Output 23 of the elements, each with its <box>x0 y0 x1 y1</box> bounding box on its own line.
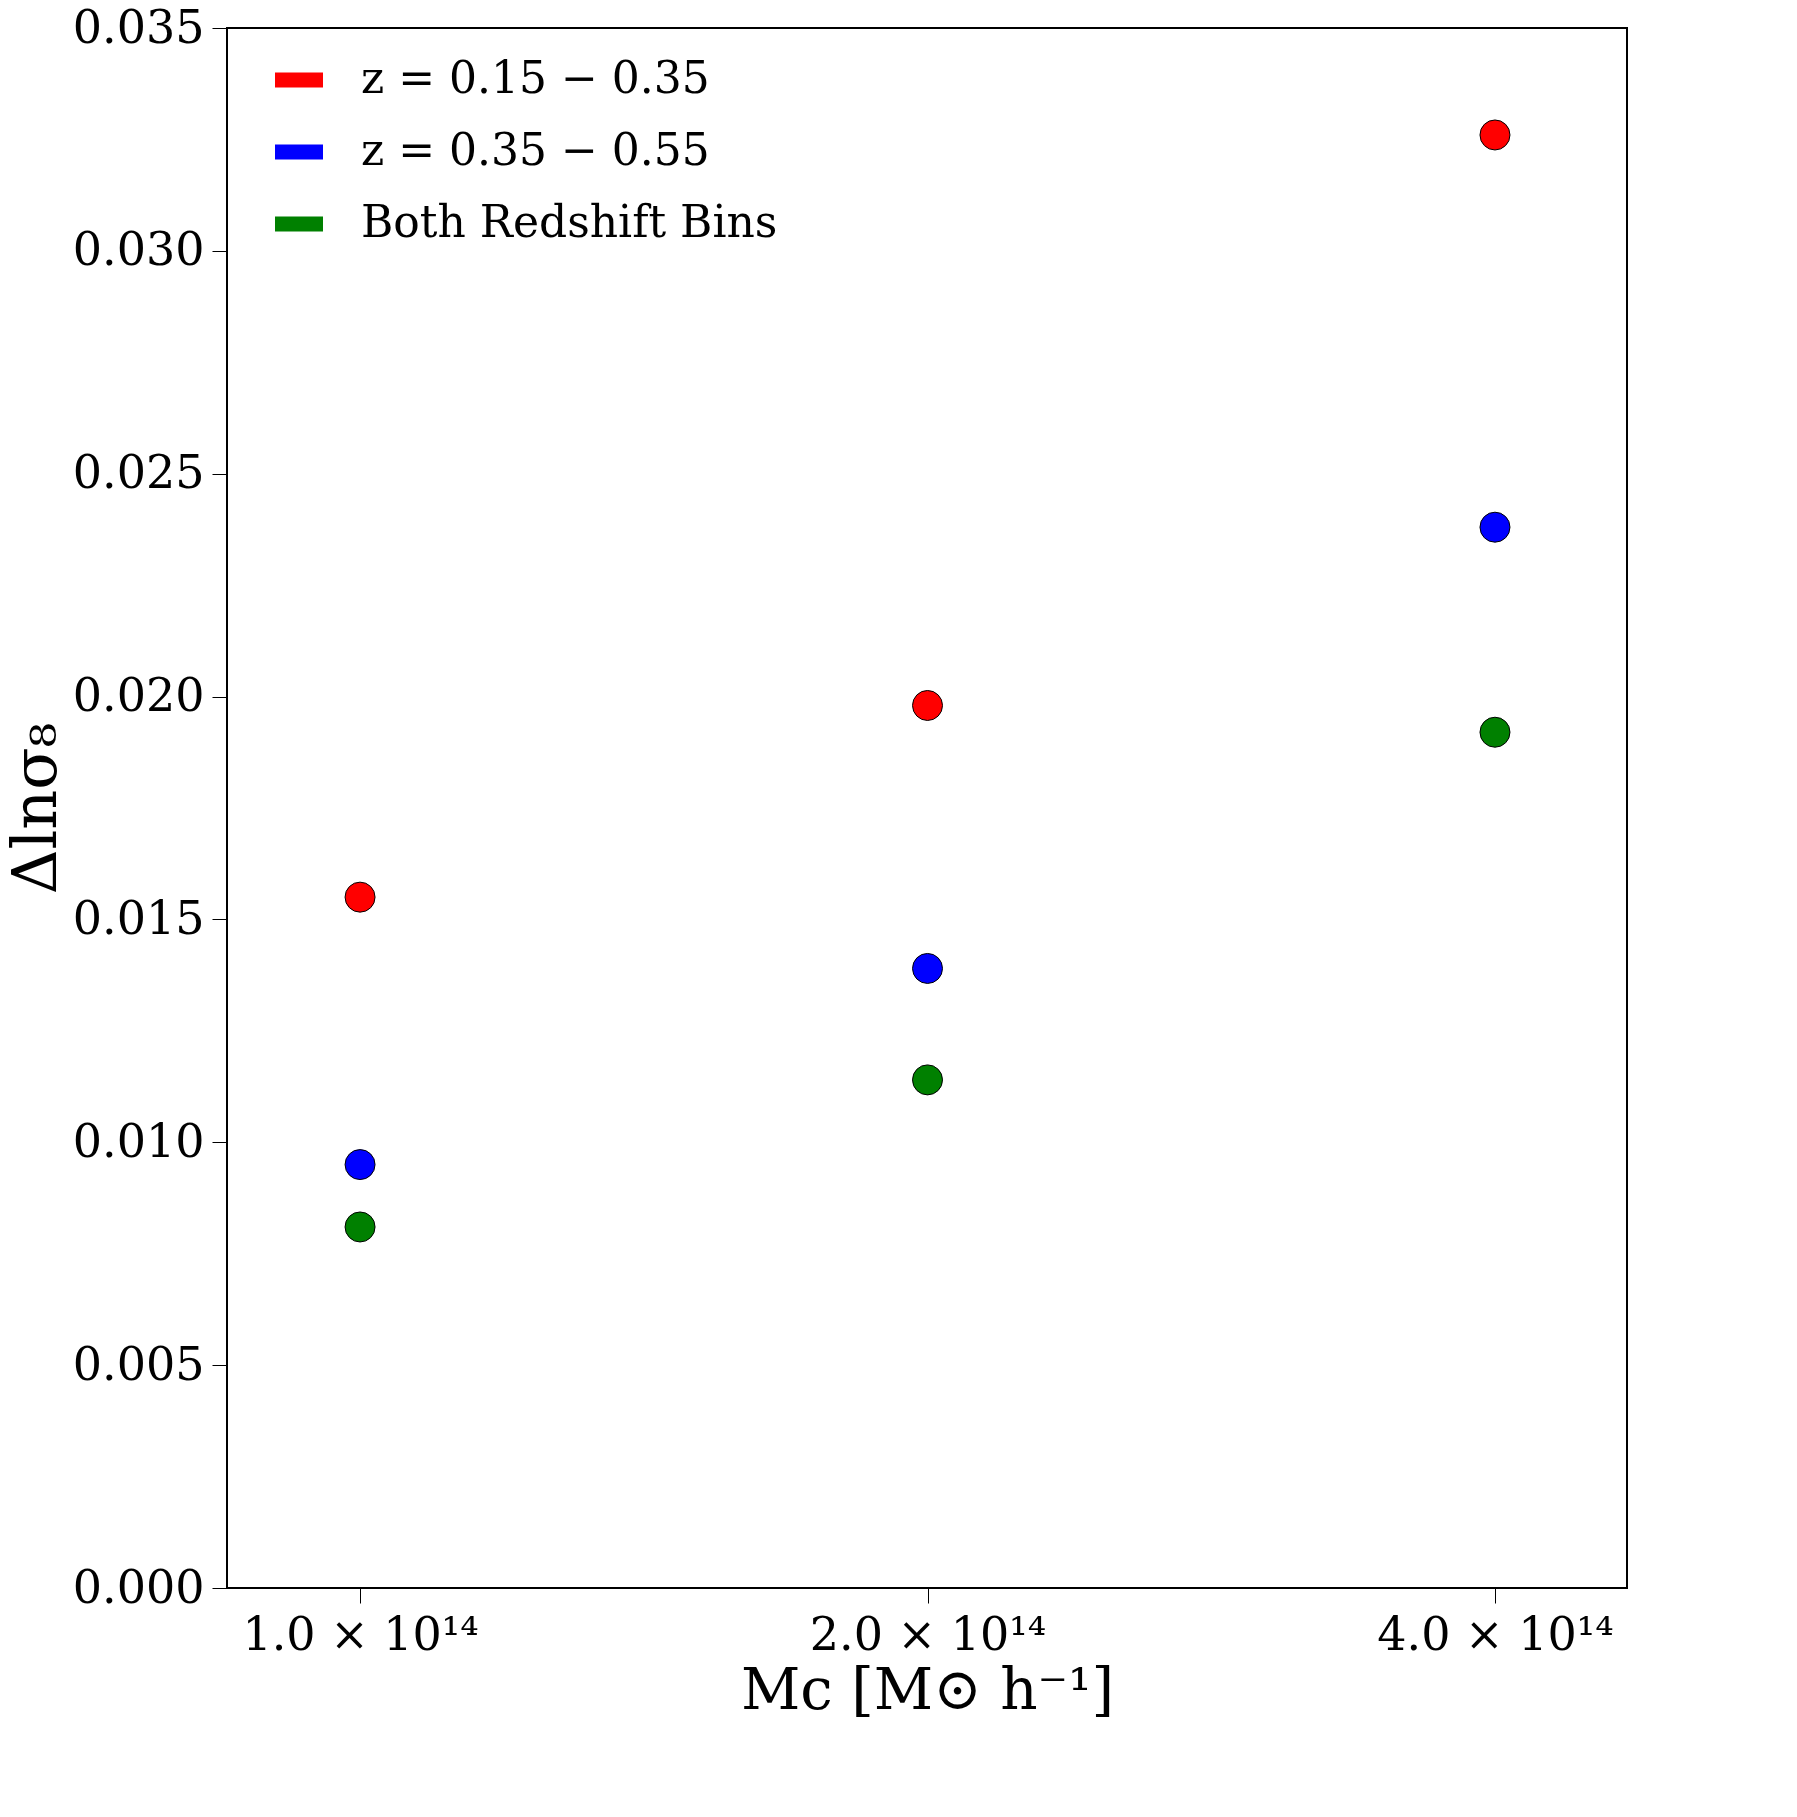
y-axis-title: Δlnσ₈ <box>0 722 71 895</box>
legend-label: Both Redshift Bins <box>361 196 778 247</box>
x-tick-label: 1.0 × 10¹⁴ <box>242 1606 479 1661</box>
point <box>912 952 944 984</box>
y-tick-label: 0.030 <box>72 222 205 277</box>
y-tick-label: 0.020 <box>72 668 205 723</box>
x-tick-label: 4.0 × 10¹⁴ <box>1377 1606 1614 1661</box>
point <box>344 1211 376 1243</box>
point <box>912 1064 944 1096</box>
y-tick-label: 0.000 <box>72 1559 205 1614</box>
point <box>1479 511 1511 543</box>
y-tick-label: 0.035 <box>72 0 205 54</box>
point <box>1479 716 1511 748</box>
y-tick-label: 0.015 <box>72 890 205 945</box>
point <box>344 1149 376 1181</box>
y-tick-label: 0.025 <box>72 445 205 500</box>
y-tick-label: 0.005 <box>72 1336 205 1391</box>
point <box>1479 119 1511 151</box>
legend-label: z = 0.15 − 0.35 <box>361 52 710 103</box>
point <box>912 690 944 721</box>
y-tick-label: 0.010 <box>72 1113 205 1168</box>
legend-label: z = 0.35 − 0.55 <box>361 124 710 175</box>
point <box>344 881 376 913</box>
